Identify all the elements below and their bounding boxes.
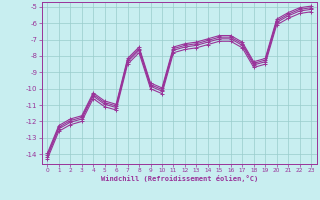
- X-axis label: Windchill (Refroidissement éolien,°C): Windchill (Refroidissement éolien,°C): [100, 175, 258, 182]
